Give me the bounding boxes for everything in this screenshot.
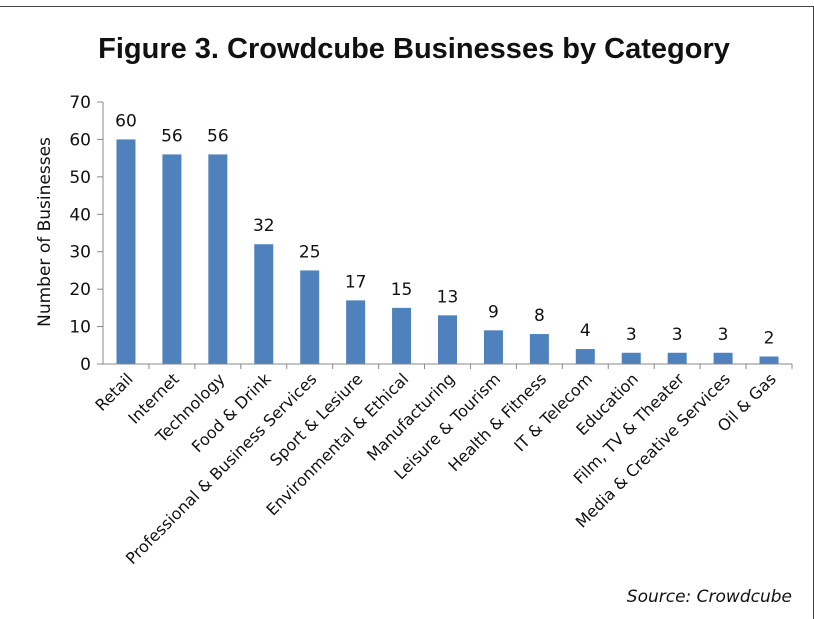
source-note: Source: Crowdcube (627, 587, 792, 607)
data-label: 13 (437, 287, 459, 307)
y-tick-label: 20 (69, 280, 91, 300)
y-axis: 0 10 20 30 40 50 60 70 (69, 93, 104, 375)
y-axis-label: Number of Businesses (35, 137, 55, 327)
bar (575, 349, 595, 364)
data-label: 60 (115, 111, 137, 131)
y-tick-label: 50 (69, 168, 91, 188)
bars (116, 139, 779, 364)
bar (162, 154, 182, 364)
y-tick-label: 10 (69, 318, 91, 338)
bar (713, 352, 733, 364)
y-tick-label: 0 (80, 355, 91, 375)
data-label: 25 (299, 242, 321, 262)
bar (346, 300, 366, 364)
data-label: 56 (207, 126, 229, 146)
bar (759, 356, 779, 364)
data-label: 3 (626, 325, 637, 345)
x-tick-label: Food & Drink (188, 369, 275, 456)
data-label: 56 (161, 126, 183, 146)
bar (529, 334, 549, 364)
y-tick-label: 40 (69, 205, 91, 225)
bar (116, 139, 136, 364)
bar (392, 307, 412, 364)
y-tick-label: 30 (69, 243, 91, 263)
bar (438, 315, 457, 364)
bar (254, 244, 274, 364)
y-tick-label: 60 (69, 130, 91, 150)
data-label: 32 (253, 216, 275, 236)
data-label: 3 (718, 325, 729, 345)
data-label: 15 (391, 280, 413, 300)
y-tick-label: 70 (69, 93, 91, 113)
bar (300, 270, 320, 364)
data-label: 3 (672, 325, 683, 345)
data-label: 9 (488, 302, 499, 322)
data-label: 17 (345, 272, 367, 292)
bar (483, 330, 503, 364)
bar (667, 352, 687, 364)
bar (208, 154, 228, 364)
bar (621, 352, 641, 364)
chart-title: Figure 3. Crowdcube Businesses by Catego… (98, 33, 730, 65)
data-label: 4 (580, 321, 591, 341)
data-label: 2 (764, 329, 775, 349)
data-label: 8 (534, 306, 545, 326)
